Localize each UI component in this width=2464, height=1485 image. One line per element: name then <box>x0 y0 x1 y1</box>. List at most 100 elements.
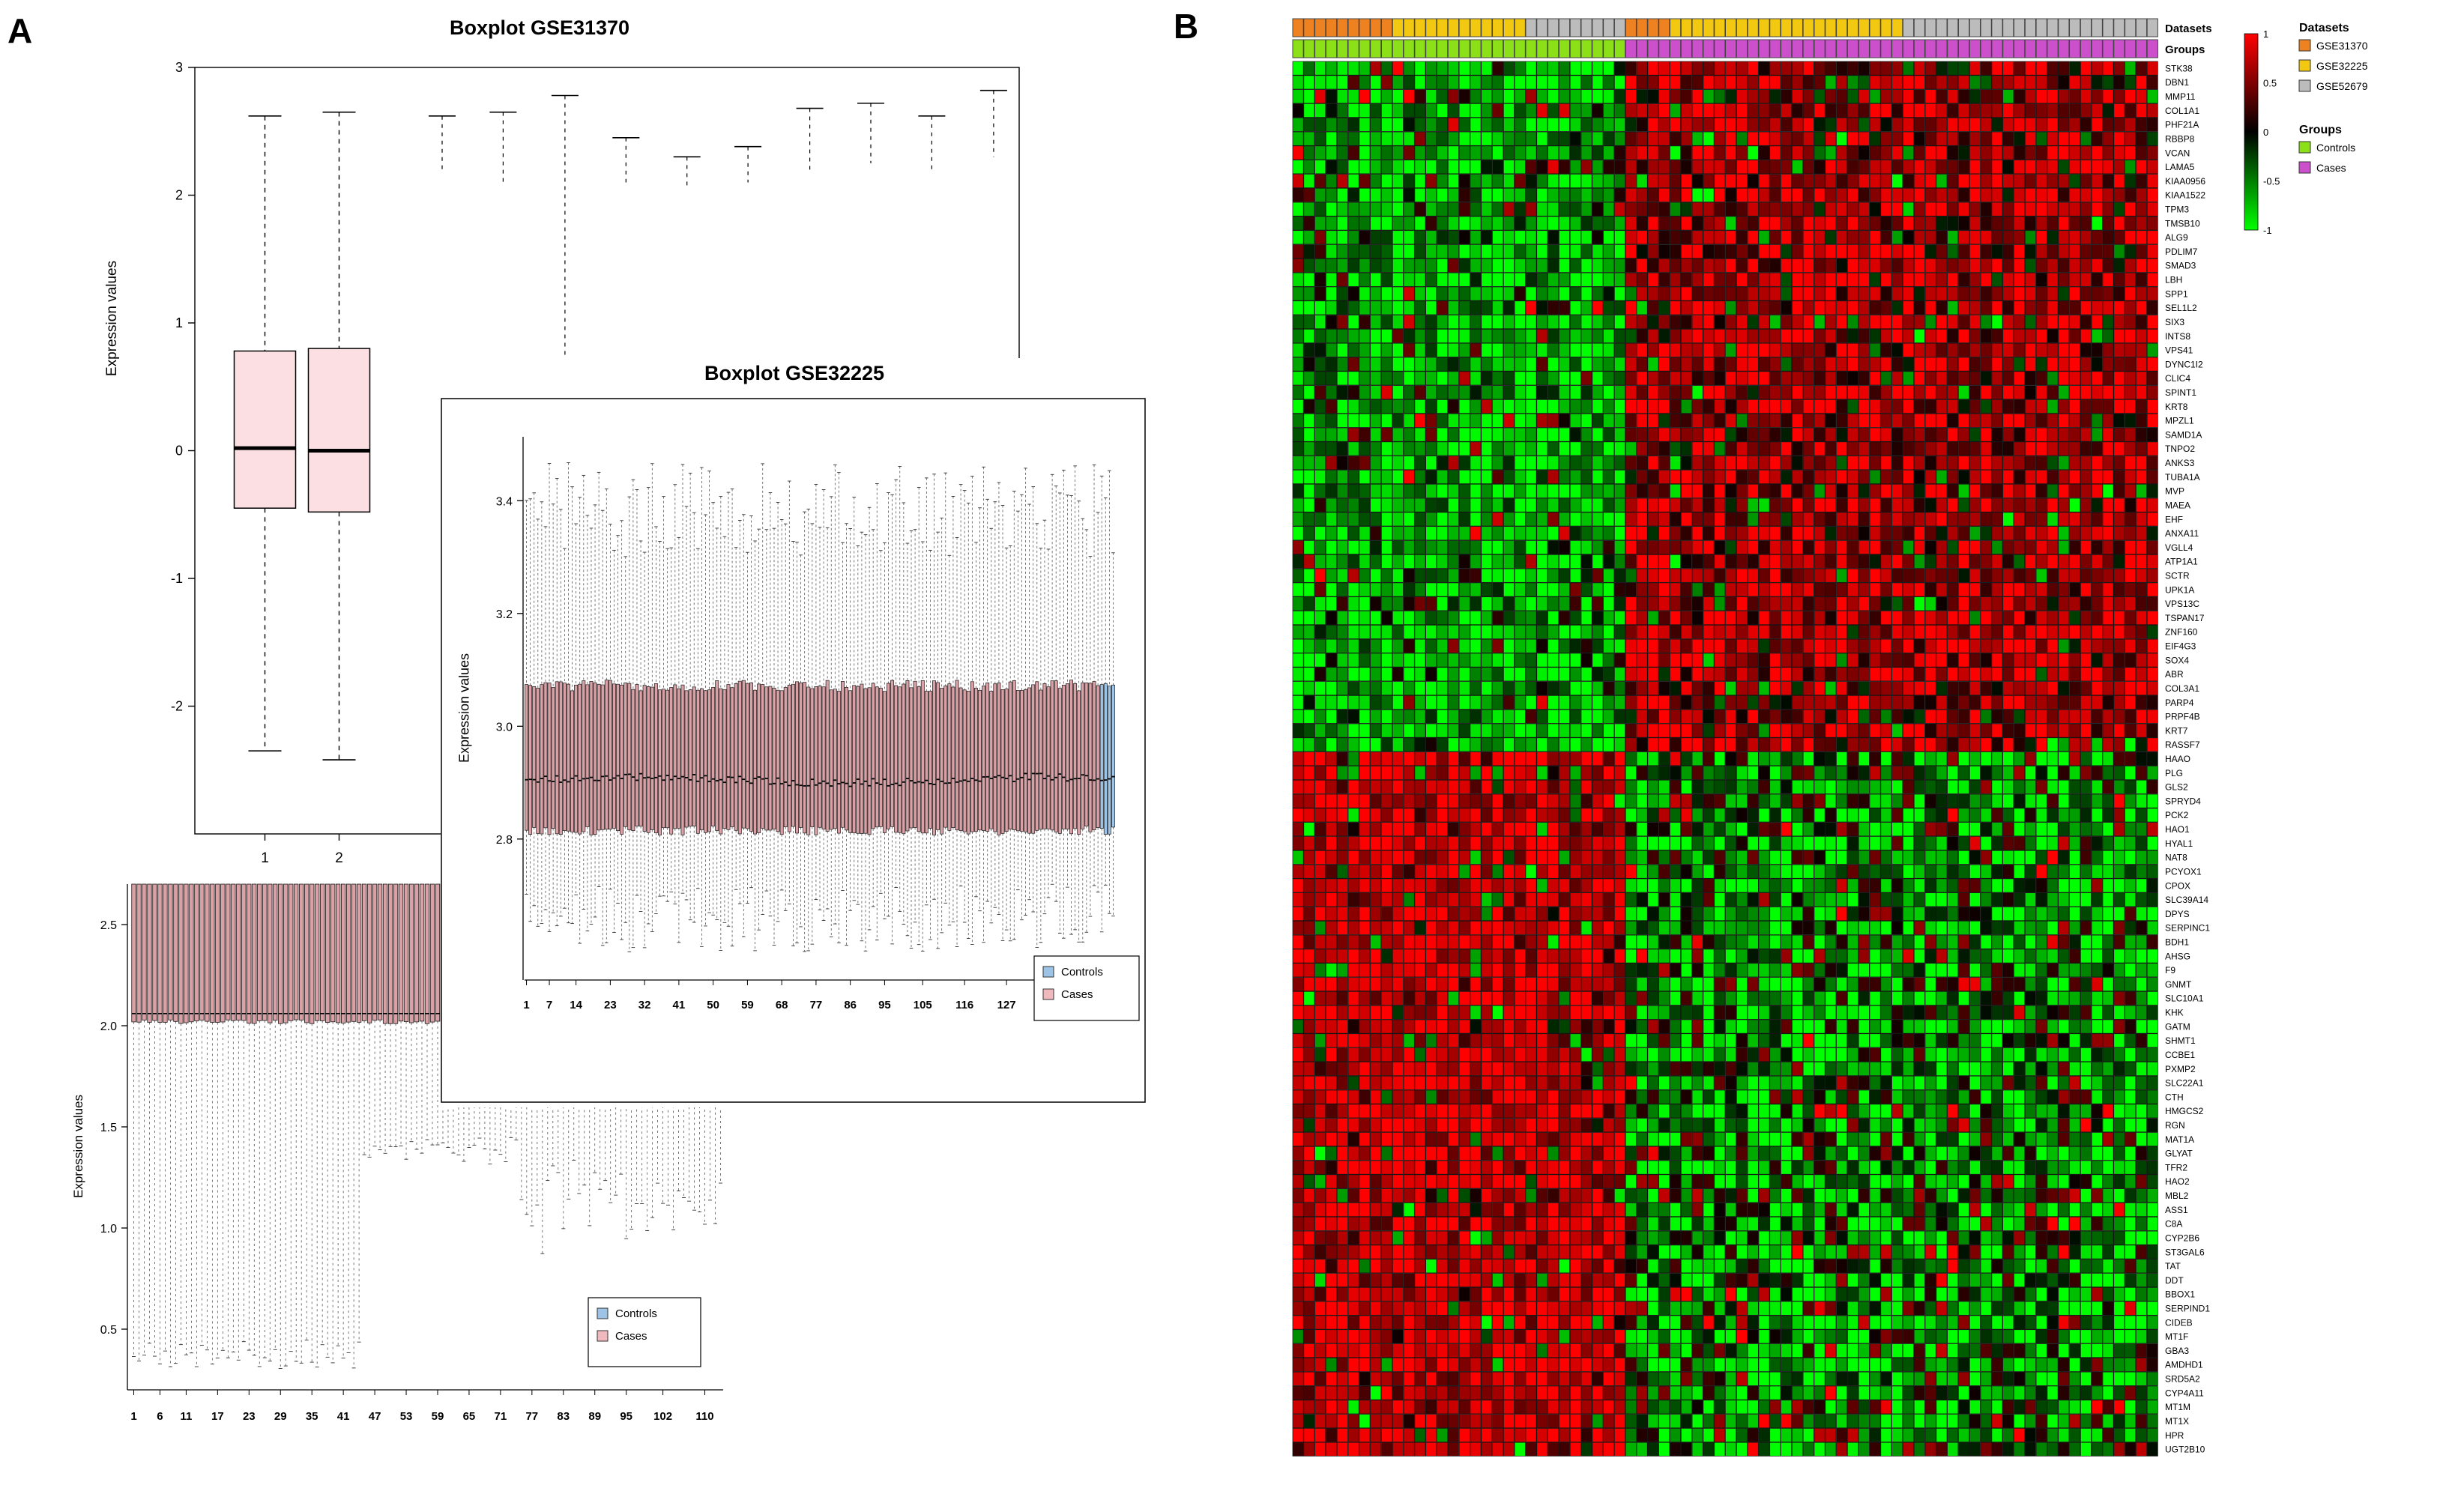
boxplot-gse32225-svg: 3.4 3.2 3.0 2.8 1 7 14 23 32 41 50 59 68 77 86 95 105 116… <box>441 398 1146 1103</box>
heatmap-panel: Datasets Groups STK38 DBN1 MMP11 COL1A1 PHF21A… <box>1192 0 2464 1480</box>
svg-text:Datasets: Datasets <box>2165 22 2212 35</box>
heatmap-svg: Datasets Groups STK38 DBN1 MMP11 COL1A1 PHF21A… <box>1292 18 2368 1457</box>
svg-text:35: 35 <box>306 1410 318 1423</box>
svg-text:105: 105 <box>914 999 932 1011</box>
svg-text:INTS8: INTS8 <box>2165 331 2190 342</box>
svg-text:SIX3: SIX3 <box>2165 317 2184 327</box>
svg-text:50: 50 <box>707 999 719 1011</box>
svg-text:0: 0 <box>175 444 183 459</box>
svg-text:DBN1: DBN1 <box>2165 77 2189 88</box>
svg-text:2: 2 <box>335 850 343 866</box>
svg-text:53: 53 <box>400 1410 413 1423</box>
svg-text:SEL1L2: SEL1L2 <box>2165 303 2197 313</box>
svg-text:MPZL1: MPZL1 <box>2165 416 2194 426</box>
svg-text:102: 102 <box>653 1410 672 1423</box>
svg-text:TUBA1A: TUBA1A <box>2165 472 2200 483</box>
svg-text:95: 95 <box>878 999 891 1011</box>
svg-text:2: 2 <box>175 188 183 203</box>
svg-text:RBBP8: RBBP8 <box>2165 133 2195 144</box>
svg-text:VPS13C: VPS13C <box>2165 599 2199 609</box>
svg-text:EHF: EHF <box>2165 514 2183 524</box>
svg-text:3.4: 3.4 <box>496 495 513 508</box>
svg-text:127: 127 <box>997 999 1016 1011</box>
svg-text:TMSB10: TMSB10 <box>2165 218 2200 229</box>
svg-text:71: 71 <box>495 1410 507 1423</box>
svg-text:6: 6 <box>157 1410 163 1423</box>
svg-text:CLIC4: CLIC4 <box>2165 373 2190 384</box>
svg-text:SAMD1A: SAMD1A <box>2165 429 2202 440</box>
svg-text:41: 41 <box>337 1410 350 1423</box>
svg-text:116: 116 <box>955 999 973 1011</box>
svg-text:SPP1: SPP1 <box>2165 288 2188 299</box>
svg-text:59: 59 <box>741 999 754 1011</box>
svg-text:86: 86 <box>844 999 857 1011</box>
svg-text:32: 32 <box>638 999 651 1011</box>
svg-text:83: 83 <box>557 1410 570 1423</box>
svg-text:3.2: 3.2 <box>496 608 513 621</box>
svg-text:29: 29 <box>274 1410 287 1423</box>
svg-text:1: 1 <box>261 850 269 866</box>
boxplot-gse31370-ylabel: Expression values <box>104 260 120 377</box>
svg-text:2.5: 2.5 <box>100 919 117 932</box>
svg-text:Cases: Cases <box>1061 988 1093 1001</box>
svg-text:Controls: Controls <box>615 1307 657 1320</box>
svg-text:1: 1 <box>130 1410 136 1423</box>
svg-text:VGLL4: VGLL4 <box>2165 542 2193 553</box>
svg-text:1.5: 1.5 <box>100 1122 117 1134</box>
boxplot-gse32225: 3.4 3.2 3.0 2.8 1 7 14 23 32 41 50 59 68 77 86 95 105 116… <box>441 358 1147 1107</box>
svg-text:59: 59 <box>432 1410 444 1423</box>
svg-text:UPK1A: UPK1A <box>2165 584 2194 595</box>
svg-text:VPS41: VPS41 <box>2165 345 2193 356</box>
svg-text:41: 41 <box>673 999 686 1011</box>
svg-text:MAEA: MAEA <box>2165 500 2190 510</box>
boxplot-gse32225-title: Boxplot GSE32225 <box>704 362 885 384</box>
svg-text:3: 3 <box>175 60 183 75</box>
svg-text:ALG9: ALG9 <box>2165 232 2188 243</box>
svg-text:77: 77 <box>525 1410 538 1423</box>
svg-text:ANKS3: ANKS3 <box>2165 458 2195 468</box>
svg-text:68: 68 <box>776 999 788 1011</box>
svg-text:65: 65 <box>463 1410 476 1423</box>
svg-text:23: 23 <box>243 1410 256 1423</box>
svg-text:TNPO2: TNPO2 <box>2165 444 2195 454</box>
svg-text:95: 95 <box>620 1410 632 1423</box>
svg-text:14: 14 <box>570 999 582 1011</box>
svg-text:PDLIM7: PDLIM7 <box>2165 247 2198 257</box>
svg-text:MMP11: MMP11 <box>2165 91 2196 102</box>
svg-text:2.0: 2.0 <box>100 1020 117 1033</box>
svg-text:TSPAN17: TSPAN17 <box>2165 613 2205 623</box>
svg-text:MVP: MVP <box>2165 486 2184 497</box>
svg-text:KIAA0956: KIAA0956 <box>2165 176 2205 187</box>
svg-text:SMAD3: SMAD3 <box>2165 261 2196 271</box>
panel-b-label: B <box>1174 7 1199 46</box>
svg-text:SCTR: SCTR <box>2165 570 2190 581</box>
svg-text:2.8: 2.8 <box>496 834 513 847</box>
svg-text:1.0: 1.0 <box>100 1223 117 1236</box>
svg-text:7: 7 <box>546 999 552 1011</box>
svg-text:-2: -2 <box>171 699 183 714</box>
svg-text:Cases: Cases <box>615 1330 647 1343</box>
svg-text:TPM3: TPM3 <box>2165 204 2189 214</box>
svg-text:17: 17 <box>211 1410 224 1423</box>
panel-a-label: A <box>7 11 33 50</box>
svg-text:0.5: 0.5 <box>100 1324 117 1337</box>
svg-text:47: 47 <box>369 1410 381 1423</box>
svg-text:SPINT1: SPINT1 <box>2165 387 2196 398</box>
svg-text:3.0: 3.0 <box>496 721 513 734</box>
svg-text:-1: -1 <box>171 571 183 586</box>
svg-text:ATP1A1: ATP1A1 <box>2165 557 2198 567</box>
svg-text:DYNC1I2: DYNC1I2 <box>2165 359 2203 369</box>
svg-text:LAMA5: LAMA5 <box>2165 162 2195 172</box>
svg-text:89: 89 <box>588 1410 601 1423</box>
svg-text:Controls: Controls <box>1061 966 1103 979</box>
svg-text:110: 110 <box>695 1410 713 1423</box>
svg-text:11: 11 <box>180 1410 192 1423</box>
svg-text:COL1A1: COL1A1 <box>2165 106 2199 116</box>
svg-text:Groups: Groups <box>2165 43 2205 56</box>
svg-text:STK38: STK38 <box>2165 63 2193 73</box>
boxplot-gse31370-title: Boxplot GSE31370 <box>449 16 630 39</box>
svg-text:ANXA11: ANXA11 <box>2165 528 2199 539</box>
boxplot-gse32225-ylabel: Expression values <box>456 653 472 763</box>
boxplot-gse52679-ylabel: Expression values <box>71 1095 85 1198</box>
